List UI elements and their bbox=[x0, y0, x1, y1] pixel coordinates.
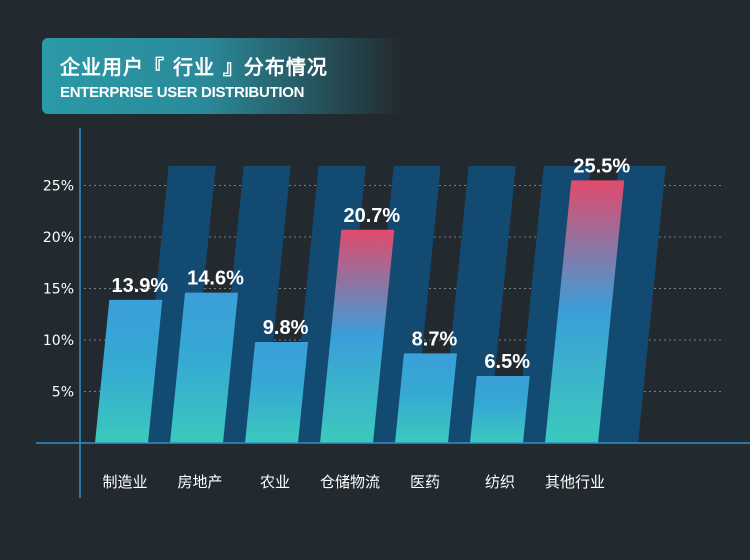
bar-value-label: 6.5% bbox=[484, 351, 530, 373]
bar-value-label: 9.8% bbox=[263, 317, 309, 339]
x-tick-label: 其他行业 bbox=[545, 473, 605, 491]
y-tick-label: 25% bbox=[43, 179, 74, 195]
x-tick-label: 房地产 bbox=[177, 473, 222, 491]
bar-background bbox=[366, 166, 441, 443]
bar-background bbox=[216, 166, 291, 443]
bar-value-label: 8.7% bbox=[412, 328, 458, 350]
bar-value-label: 20.7% bbox=[343, 205, 400, 227]
bar bbox=[320, 229, 395, 443]
chart-title: 企业用户『 行业 』分布情况 bbox=[60, 55, 328, 79]
bar bbox=[395, 353, 457, 443]
bar bbox=[545, 180, 625, 443]
y-tick-label: 15% bbox=[43, 282, 74, 298]
x-tick-label: 制造业 bbox=[102, 473, 147, 491]
x-tick-label: 农业 bbox=[260, 473, 290, 491]
y-tick-label: 10% bbox=[43, 333, 74, 349]
bar-value-label: 14.6% bbox=[187, 268, 244, 290]
x-tick-label: 医药 bbox=[410, 473, 440, 491]
bar bbox=[470, 376, 530, 443]
chart-title-banner: 企业用户『 行业 』分布情况 ENTERPRISE USER DISTRIBUT… bbox=[42, 38, 402, 114]
bar-background bbox=[441, 166, 516, 443]
chart-subtitle: ENTERPRISE USER DISTRIBUTION bbox=[60, 84, 305, 101]
y-tick-label: 20% bbox=[43, 230, 74, 246]
bar bbox=[95, 299, 163, 443]
bar-value-label: 25.5% bbox=[573, 155, 630, 177]
x-tick-label: 仓储物流 bbox=[320, 473, 380, 491]
bar-background bbox=[141, 166, 216, 443]
y-tick-label: 5% bbox=[52, 385, 74, 401]
bar-value-label: 13.9% bbox=[111, 275, 168, 297]
bar-background bbox=[591, 166, 666, 443]
bar bbox=[245, 342, 309, 443]
x-tick-label: 纺织 bbox=[485, 473, 515, 491]
bar bbox=[170, 292, 239, 443]
